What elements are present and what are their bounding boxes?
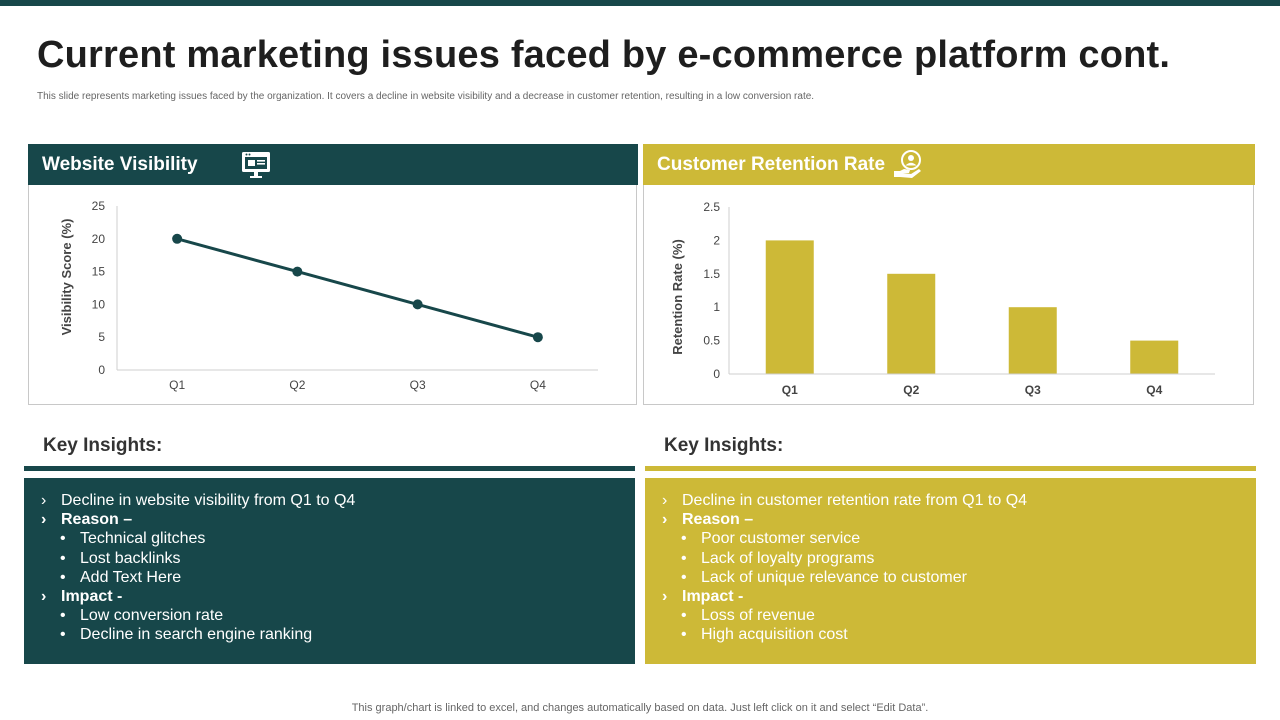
insight-text: Reason – <box>682 511 754 529</box>
insight-text: Lack of loyalty programs <box>701 549 875 567</box>
insight-left-item: › Decline in website visibility from Q1 t… <box>41 491 635 510</box>
retention-bar <box>765 240 814 374</box>
insight-right-item: • Lack of loyalty programs <box>662 549 1256 568</box>
key-insights-box-left: › Decline in website visibility from Q1 t… <box>24 478 635 664</box>
line-x-tick: Q4 <box>530 378 546 392</box>
chevron-right-icon: › <box>662 492 668 509</box>
chevron-right-icon: › <box>41 492 47 509</box>
insight-left-item: • Low conversion rate <box>41 606 635 625</box>
insight-left-item: › Reason – <box>41 510 635 529</box>
bar-y-axis-title: Retention Rate (%) <box>670 239 685 355</box>
insight-right-item: › Impact - <box>662 587 1256 606</box>
retention-bar <box>1008 307 1057 374</box>
key-insights-rule-right <box>645 466 1256 471</box>
insight-text: Technical glitches <box>80 530 206 548</box>
line-y-axis-title: Visibility Score (%) <box>59 219 74 336</box>
insight-right-item: • Lack of unique relevance to customer <box>662 568 1256 587</box>
visibility-series-line <box>176 237 539 339</box>
insight-right-item: • Loss of revenue <box>662 606 1256 625</box>
bullet-icon: • <box>60 549 66 567</box>
bar-y-tick: 1.5 <box>703 267 720 281</box>
insight-left-item: • Add Text Here <box>41 568 635 587</box>
bar-y-tick: 0 <box>713 367 720 381</box>
insight-right-item: › Reason – <box>662 510 1256 529</box>
insight-text: Decline in customer retention rate from … <box>682 492 1028 509</box>
insight-text: Poor customer service <box>701 530 861 548</box>
customer-retention-header: Customer Retention Rate <box>643 144 1255 185</box>
bar-y-tick: 2 <box>713 233 720 247</box>
visibility-data-point <box>532 332 543 343</box>
key-insights-box-right: › Decline in customer retention rate from… <box>645 478 1256 664</box>
key-insights-title-left: Key Insights: <box>43 435 163 456</box>
bar-x-tick: Q1 <box>782 383 798 397</box>
line-y-tick: 5 <box>98 330 105 344</box>
insight-text: Lack of unique relevance to customer <box>701 568 967 586</box>
key-insights-title-right: Key Insights: <box>664 435 784 456</box>
line-y-tick: 20 <box>92 232 106 246</box>
visibility-data-point <box>292 266 303 277</box>
monitor-icon <box>240 149 272 186</box>
bar-x-tick: Q2 <box>903 383 919 397</box>
insight-text: Impact - <box>682 587 744 605</box>
bullet-icon: • <box>60 568 66 586</box>
retention-bar-chart: Retention Rate (%) 0 0.5 1 1.5 2 2.5 Q1 Q2 Q3 Q4 <box>670 200 1215 397</box>
insight-text: Decline in search engine ranking <box>80 626 313 644</box>
bar-y-tick: 2.5 <box>703 200 720 214</box>
chevron-right-icon: › <box>662 587 668 605</box>
chevron-right-icon: › <box>41 587 47 605</box>
bullet-icon: • <box>681 568 687 586</box>
retention-bar <box>1130 340 1179 374</box>
bullet-icon: • <box>681 607 687 625</box>
key-insights-rule-left <box>24 466 635 471</box>
insight-text: Add Text Here <box>80 568 182 586</box>
bar-x-tick: Q4 <box>1146 383 1162 397</box>
bullet-icon: • <box>681 530 687 548</box>
bullet-icon: • <box>681 626 687 644</box>
visibility-data-point <box>172 233 183 244</box>
line-y-tick: 0 <box>98 363 105 377</box>
insight-left-item: • Technical glitches <box>41 529 635 548</box>
line-y-tick: 15 <box>92 265 106 279</box>
top-accent-bar <box>0 0 1280 6</box>
customer-retention-title: Customer Retention Rate <box>657 153 886 175</box>
line-x-tick: Q3 <box>410 378 426 392</box>
page-title: Current marketing issues faced by e-comm… <box>37 34 1171 76</box>
bullet-icon: • <box>60 607 66 625</box>
line-y-tick: 10 <box>92 297 106 311</box>
chevron-right-icon: › <box>662 511 668 529</box>
line-x-tick: Q2 <box>289 378 305 392</box>
bullet-icon: • <box>60 530 66 548</box>
insight-left-item: › Impact - <box>41 587 635 606</box>
website-visibility-header: Website Visibility <box>28 144 638 185</box>
bullet-icon: • <box>681 549 687 567</box>
visibility-line-chart: Visibility Score (%) 0 5 10 15 20 25 Q1 Q2 Q3 Q4 <box>59 199 598 392</box>
website-visibility-title: Website Visibility <box>42 153 198 175</box>
insight-right-item: › Decline in customer retention rate from… <box>662 491 1256 510</box>
website-visibility-panel: Website Visibility Visibility Score (%) … <box>28 144 638 405</box>
customer-retention-panel: Customer Retention Rate Retention Rate (… <box>643 144 1255 405</box>
insight-text: Decline in website visibility from Q1 to… <box>61 492 356 509</box>
insight-right-item: • High acquisition cost <box>662 625 1256 644</box>
insight-text: Reason – <box>61 511 133 529</box>
insight-text: Impact - <box>61 587 123 605</box>
bullet-icon: • <box>60 626 66 644</box>
line-y-tick: 25 <box>92 199 106 213</box>
visibility-data-point <box>412 299 423 310</box>
line-x-tick: Q1 <box>169 378 185 392</box>
bar-y-tick: 0.5 <box>703 334 720 348</box>
insight-text: Loss of revenue <box>701 607 815 625</box>
bar-x-tick: Q3 <box>1025 383 1041 397</box>
footer-note: This graph/chart is linked to excel, and… <box>351 702 929 714</box>
insight-text: Low conversion rate <box>80 607 224 625</box>
chevron-right-icon: › <box>41 511 47 529</box>
bar-y-tick: 1 <box>713 300 720 314</box>
insight-text: Lost backlinks <box>80 549 181 567</box>
page-subtitle: This slide represents marketing issues f… <box>37 91 815 102</box>
retention-bar <box>887 273 936 374</box>
insight-left-item: • Lost backlinks <box>41 549 635 568</box>
insight-text: High acquisition cost <box>701 626 848 644</box>
insight-left-item: • Decline in search engine ranking <box>41 625 635 644</box>
insight-right-item: • Poor customer service <box>662 529 1256 548</box>
customer-care-icon <box>892 149 924 186</box>
